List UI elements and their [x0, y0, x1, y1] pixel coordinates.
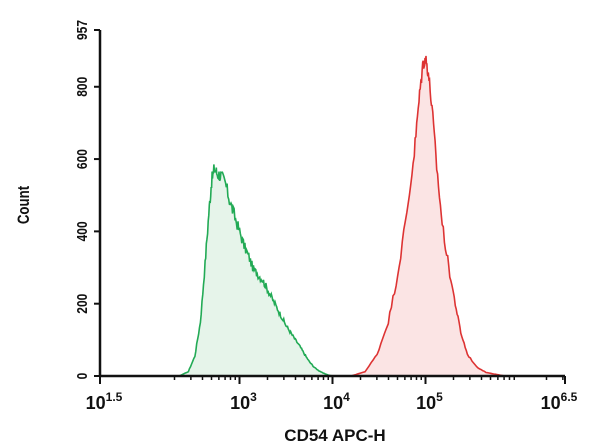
x-tick-label: 103 — [230, 390, 257, 413]
y-tick-label: 957 — [74, 20, 91, 40]
x-tick-exponent: 4 — [343, 390, 350, 404]
x-ticks: 101.5 103 104 105 106.5 — [86, 376, 578, 413]
y-tick-label: 800 — [74, 77, 91, 97]
plot-series — [178, 55, 505, 377]
x-axis-title: CD54 APC-H — [284, 426, 385, 445]
x-tick-label: 105 — [416, 390, 443, 413]
x-tick-base: 10 — [323, 393, 343, 413]
x-tick-exponent: 3 — [250, 390, 257, 404]
x-tick-base: 10 — [230, 393, 250, 413]
histogram-line-2 — [350, 55, 505, 377]
x-tick-label: 101.5 — [86, 390, 123, 413]
histogram-line-1 — [178, 164, 333, 377]
x-tick-label: 106.5 — [541, 390, 578, 413]
axes — [98, 30, 565, 378]
y-ticks: 0 200 400 600 800 957 — [74, 20, 100, 379]
x-tick-base: 10 — [86, 393, 106, 413]
histogram-fill-2 — [351, 55, 505, 377]
y-axis-title: Count — [15, 186, 34, 224]
y-tick-label: 600 — [74, 149, 91, 169]
x-tick-exponent: 6.5 — [561, 390, 578, 404]
x-tick-base: 10 — [541, 393, 561, 413]
y-tick-label: 0 — [74, 373, 91, 380]
y-tick-label: 200 — [74, 294, 91, 314]
x-tick-label: 104 — [323, 390, 350, 413]
y-tick-label: 400 — [74, 221, 91, 241]
x-tick-exponent: 1.5 — [106, 390, 123, 404]
x-tick-exponent: 5 — [436, 390, 443, 404]
x-tick-base: 10 — [416, 393, 436, 413]
